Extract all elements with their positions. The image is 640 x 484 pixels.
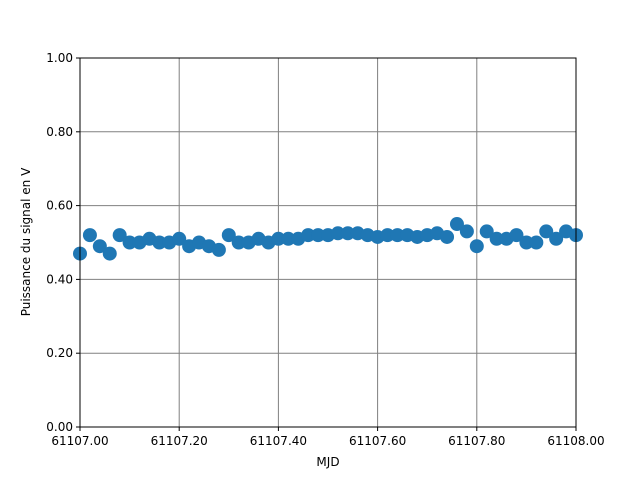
point xyxy=(311,228,326,243)
y-tick-label: 0.00 xyxy=(46,420,73,434)
plot-frame xyxy=(79,57,577,428)
y-tick-label: 0.60 xyxy=(46,199,73,213)
point xyxy=(172,231,187,246)
point xyxy=(529,235,544,250)
point xyxy=(281,231,296,246)
point xyxy=(519,235,534,250)
x-axis-label: MJD xyxy=(316,455,339,469)
point xyxy=(469,239,484,254)
point xyxy=(122,235,137,250)
x-tick-label: 61108.00 xyxy=(547,434,604,448)
point xyxy=(301,228,316,243)
y-tick-label: 0.20 xyxy=(46,346,73,360)
y-axis-label: Puissance du signal en V xyxy=(19,167,33,316)
point xyxy=(390,228,405,243)
point xyxy=(330,226,345,241)
point xyxy=(112,228,127,243)
point xyxy=(509,228,524,243)
y-tick-label: 0.80 xyxy=(46,125,73,139)
point xyxy=(102,246,117,261)
point xyxy=(152,235,167,250)
point xyxy=(231,235,246,250)
x-tick-label: 61107.00 xyxy=(51,434,108,448)
point xyxy=(221,228,236,243)
point xyxy=(479,224,494,239)
point xyxy=(539,224,554,239)
point xyxy=(92,239,107,254)
point xyxy=(549,231,564,246)
point xyxy=(211,242,226,257)
y-tick-label: 1.00 xyxy=(46,51,73,65)
y-tick-label: 0.40 xyxy=(46,272,73,286)
point xyxy=(340,226,355,241)
point xyxy=(82,228,97,243)
x-tick-label: 61107.20 xyxy=(151,434,208,448)
point xyxy=(489,231,504,246)
x-tick-label: 61107.60 xyxy=(349,434,406,448)
point xyxy=(459,224,474,239)
x-tick-label: 61107.80 xyxy=(448,434,505,448)
point xyxy=(440,229,455,244)
point xyxy=(380,228,395,243)
point xyxy=(271,231,286,246)
x-tick-label: 61107.40 xyxy=(250,434,307,448)
point xyxy=(449,217,464,232)
